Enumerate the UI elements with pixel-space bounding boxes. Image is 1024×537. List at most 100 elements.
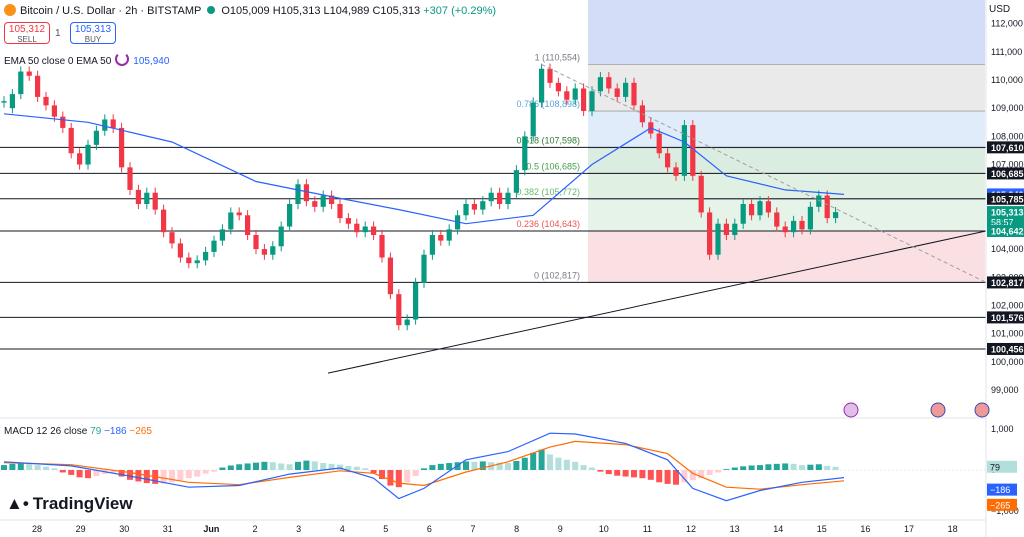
macd-bar xyxy=(572,461,579,470)
candle-body xyxy=(421,254,427,283)
candle-body xyxy=(203,251,209,261)
candle-body xyxy=(312,201,318,207)
fib-zone xyxy=(588,173,985,200)
macd-bar xyxy=(530,452,537,470)
macd-bar xyxy=(832,466,839,470)
macd-y-tick-label: 1,000 xyxy=(991,424,1014,434)
candle-body xyxy=(337,204,343,219)
candle-body xyxy=(278,226,284,247)
macd-bar xyxy=(471,461,478,470)
y-tick-label: 102,000 xyxy=(991,300,1024,310)
y-tick-label: 111,000 xyxy=(991,47,1022,57)
macd-y-tick-label: −1,000 xyxy=(991,506,1019,516)
ema-legend[interactable]: EMA 50 close 0 EMA 50 105,940 xyxy=(4,52,169,67)
candle-body xyxy=(51,105,57,117)
macd-bar xyxy=(76,470,83,478)
macd-bar xyxy=(538,449,545,470)
price-badge-label: 106,685 xyxy=(991,169,1024,179)
macd-bar xyxy=(51,468,58,470)
macd-bar xyxy=(404,470,411,483)
macd-bar xyxy=(17,463,24,470)
y-tick-label: 107,000 xyxy=(991,160,1024,170)
candle-body xyxy=(270,246,276,255)
macd-bar xyxy=(395,470,402,488)
macd-bar xyxy=(647,470,654,480)
candle-body xyxy=(807,206,813,230)
price-badge-label: 105,313 xyxy=(991,208,1024,218)
candle-body xyxy=(446,229,452,241)
x-tick-label: 12 xyxy=(686,524,696,534)
candle-body xyxy=(177,243,183,258)
candle-body xyxy=(673,167,679,176)
macd-bar xyxy=(370,470,377,474)
macd-bar xyxy=(689,470,696,481)
y-tick-label: 110,000 xyxy=(991,75,1023,85)
macd-legend[interactable]: MACD 12 26 close 79 −186 −265 xyxy=(4,426,152,437)
symbol-header[interactable]: Bitcoin / U.S. Dollar · 2h · BITSTAMP O10… xyxy=(4,4,496,17)
sell-button[interactable]: 105,312 SELL xyxy=(4,22,50,44)
macd-bar xyxy=(177,470,184,481)
ohlc-values: O105,009 H105,313 L104,989 C105,313 +307… xyxy=(221,5,496,17)
candle-body xyxy=(354,223,360,233)
candle-body xyxy=(774,212,780,227)
price-badge xyxy=(987,224,1024,237)
macd-bar xyxy=(597,470,604,472)
y-tick-label: 99,000 xyxy=(991,385,1019,395)
macd-bar xyxy=(9,463,16,470)
price-badge-label: 104,642 xyxy=(991,226,1024,236)
change-value: +307 (+0.29%) xyxy=(423,5,497,17)
candle-body xyxy=(791,220,797,233)
macd-bar xyxy=(253,462,259,470)
candle-body xyxy=(606,77,612,89)
candle-body xyxy=(690,125,696,176)
y-tick-label: 108,000 xyxy=(991,131,1024,141)
x-tick-label: 17 xyxy=(904,524,914,534)
candle-body xyxy=(77,153,83,165)
macd-badge xyxy=(987,460,1017,473)
candle-body xyxy=(589,91,595,111)
close-value: C105,313 xyxy=(372,5,421,17)
candle-body xyxy=(833,212,839,219)
x-tick-label: 8 xyxy=(514,524,519,534)
price-badge xyxy=(987,141,1024,154)
fib-zone xyxy=(588,199,985,231)
x-tick-label: 7 xyxy=(470,524,475,534)
price-badge-label: 105,785 xyxy=(991,194,1024,204)
candle-body xyxy=(119,127,125,168)
currency-label[interactable]: USD xyxy=(989,4,1011,15)
candle-body xyxy=(522,136,528,171)
candle-body xyxy=(295,184,301,204)
macd-badge xyxy=(987,498,1017,511)
candle-body xyxy=(135,189,141,204)
candle-body xyxy=(732,223,738,235)
macd-bar xyxy=(421,468,427,470)
macd-bar xyxy=(496,462,503,470)
x-tick-label: 2 xyxy=(252,524,257,534)
macd-hist-value: 79 xyxy=(90,426,102,437)
macd-bar xyxy=(244,463,251,470)
price-badge-label: 100,456 xyxy=(991,344,1024,354)
us-flag-icon[interactable] xyxy=(930,402,946,418)
fib-label: 1 (110,554) xyxy=(535,52,580,62)
macd-line-value: −186 xyxy=(104,426,127,437)
macd-bar xyxy=(194,470,201,477)
event-icon[interactable] xyxy=(843,402,859,418)
candle-body xyxy=(740,204,746,224)
us-flag-icon[interactable] xyxy=(974,402,990,418)
candle-body xyxy=(219,229,225,241)
buy-price: 105,313 xyxy=(74,24,112,35)
macd-bar xyxy=(59,470,66,473)
buy-button[interactable]: 105,313 BUY xyxy=(70,22,116,44)
candle-body xyxy=(530,102,536,137)
quantity[interactable]: 1 xyxy=(55,28,61,39)
candle-body xyxy=(715,223,721,255)
candle-body xyxy=(799,220,805,230)
macd-bar xyxy=(412,470,419,477)
macd-bar xyxy=(311,461,318,470)
x-tick-label: 13 xyxy=(730,524,740,534)
fib-label: 0.236 (104,643) xyxy=(516,219,580,229)
tradingview-logo[interactable]: ▲• TradingView xyxy=(6,494,133,514)
price-badge xyxy=(987,342,1024,355)
macd-bar xyxy=(295,461,301,470)
